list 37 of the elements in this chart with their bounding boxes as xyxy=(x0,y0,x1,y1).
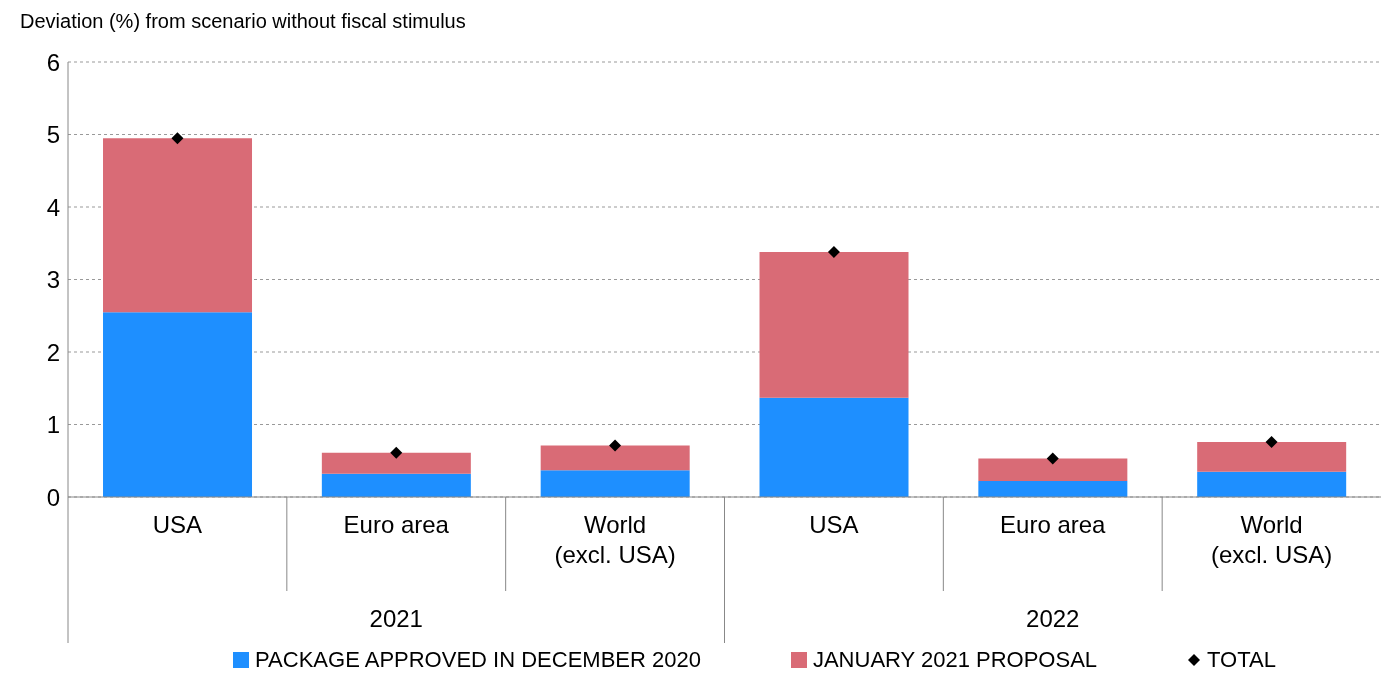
x-tick-label: USA xyxy=(152,511,203,538)
y-tick-label: 5 xyxy=(46,121,60,149)
point xyxy=(609,439,622,452)
bar xyxy=(1197,471,1347,497)
bar xyxy=(759,251,909,398)
y-tick-label: 4 xyxy=(46,193,60,221)
y-tick-label: 6 xyxy=(46,48,60,76)
legend-label: TOTAL xyxy=(1207,647,1276,673)
y-tick-label: 2 xyxy=(46,338,60,366)
bar xyxy=(1197,441,1347,472)
x-tick-label: Euro area xyxy=(343,511,450,538)
x-tick-label: Euro area xyxy=(1000,511,1107,538)
y-tick-label: 3 xyxy=(46,266,60,294)
bar xyxy=(103,312,253,497)
bar xyxy=(759,397,909,497)
x-tick-label: World (excl. USA) xyxy=(554,511,676,568)
legend-label: PACKAGE APPROVED IN DECEMBER 2020 xyxy=(255,647,701,673)
text: 2022 xyxy=(1026,605,1080,632)
x-tick-label: World (excl. USA) xyxy=(1210,511,1333,568)
bar xyxy=(321,473,471,497)
text: 2021 xyxy=(369,605,423,632)
point xyxy=(1046,452,1059,465)
bar xyxy=(103,138,253,313)
bar xyxy=(540,445,690,471)
bar xyxy=(978,481,1128,497)
legend-label: JANUARY 2021 PROPOSAL xyxy=(812,647,1098,673)
point xyxy=(1265,435,1278,448)
y-tick-label: 0 xyxy=(46,483,60,511)
bar xyxy=(540,470,690,497)
bar xyxy=(978,458,1128,482)
y-tick-label: 1 xyxy=(46,411,60,439)
point xyxy=(171,132,184,145)
bar xyxy=(321,452,471,474)
x-tick-label: USA xyxy=(809,511,859,538)
y-axis-title: Deviation (%) from scenario without fiscal stimulus xyxy=(20,10,466,33)
point xyxy=(390,446,403,459)
point xyxy=(827,245,840,258)
